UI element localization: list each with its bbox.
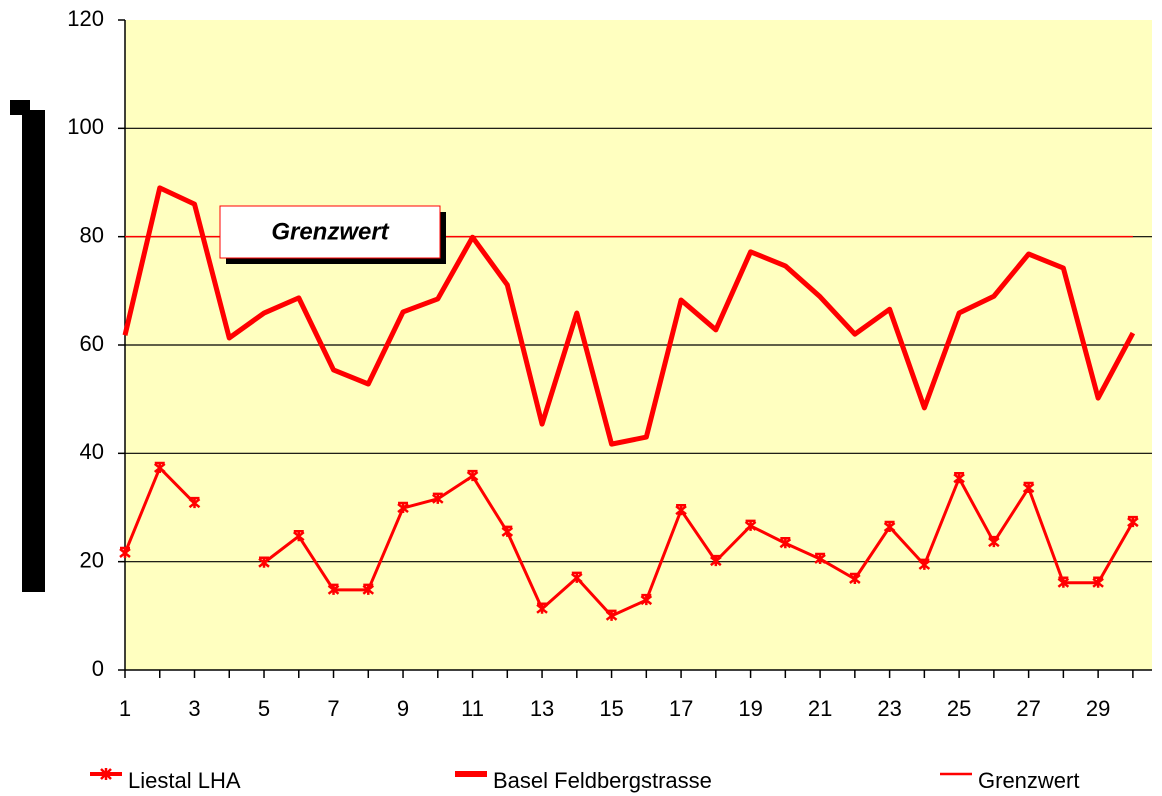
x-tick-label: 29 [1086, 696, 1110, 721]
y-tick-label: 40 [80, 439, 104, 464]
marker [605, 609, 618, 621]
marker [153, 461, 166, 473]
marker [119, 546, 131, 558]
marker [744, 519, 757, 531]
marker [1057, 576, 1070, 588]
marker [397, 501, 409, 514]
x-tick-label: 19 [738, 696, 762, 721]
x-tick-label: 13 [530, 696, 554, 721]
marker [466, 469, 479, 482]
annotation-box [219, 205, 441, 259]
y-tick-label: 100 [67, 114, 104, 139]
marker [1022, 481, 1035, 493]
x-tick-label: 27 [1016, 696, 1040, 721]
x-tick-label: 17 [669, 696, 693, 721]
legend-label: Liestal LHA [128, 768, 241, 793]
legend-marker [100, 768, 112, 780]
marker [710, 554, 722, 567]
marker [536, 602, 548, 614]
y-tick-label: 60 [80, 331, 104, 356]
axis-title-block [22, 110, 45, 592]
y-tick-label: 20 [80, 547, 104, 572]
y-tick-label: 0 [92, 656, 104, 681]
marker [988, 535, 1000, 548]
marker [675, 503, 687, 516]
y-tick-label: 80 [80, 222, 104, 247]
x-tick-label: 25 [947, 696, 971, 721]
marker [327, 583, 340, 595]
marker [362, 583, 375, 595]
marker [292, 529, 305, 542]
marker [571, 571, 583, 583]
marker [188, 496, 201, 509]
x-tick-label: 1 [119, 696, 131, 721]
x-tick-label: 23 [877, 696, 901, 721]
marker [814, 552, 826, 564]
legend-label: Grenzwert [978, 768, 1079, 793]
marker [883, 520, 896, 532]
marker [779, 537, 792, 549]
marker [501, 525, 514, 537]
series-line [122, 185, 1136, 447]
x-tick-label: 15 [599, 696, 623, 721]
annotation: Grenzwert [271, 218, 389, 245]
x-tick-label: 11 [461, 696, 484, 721]
x-tick-label: 21 [808, 696, 832, 721]
marker [953, 472, 965, 484]
marker [640, 593, 653, 606]
x-tick-label: 9 [397, 696, 409, 721]
legend-label: Basel Feldbergstrasse [493, 768, 712, 793]
marker [1127, 515, 1139, 528]
x-tick-label: 7 [327, 696, 339, 721]
x-tick-label: 3 [188, 696, 200, 721]
marker [258, 556, 270, 568]
marker [432, 492, 444, 504]
x-tick-label: 5 [258, 696, 270, 721]
marker [918, 558, 931, 570]
marker [849, 572, 861, 584]
y-tick-label: 120 [67, 6, 104, 31]
marker [1092, 576, 1104, 588]
